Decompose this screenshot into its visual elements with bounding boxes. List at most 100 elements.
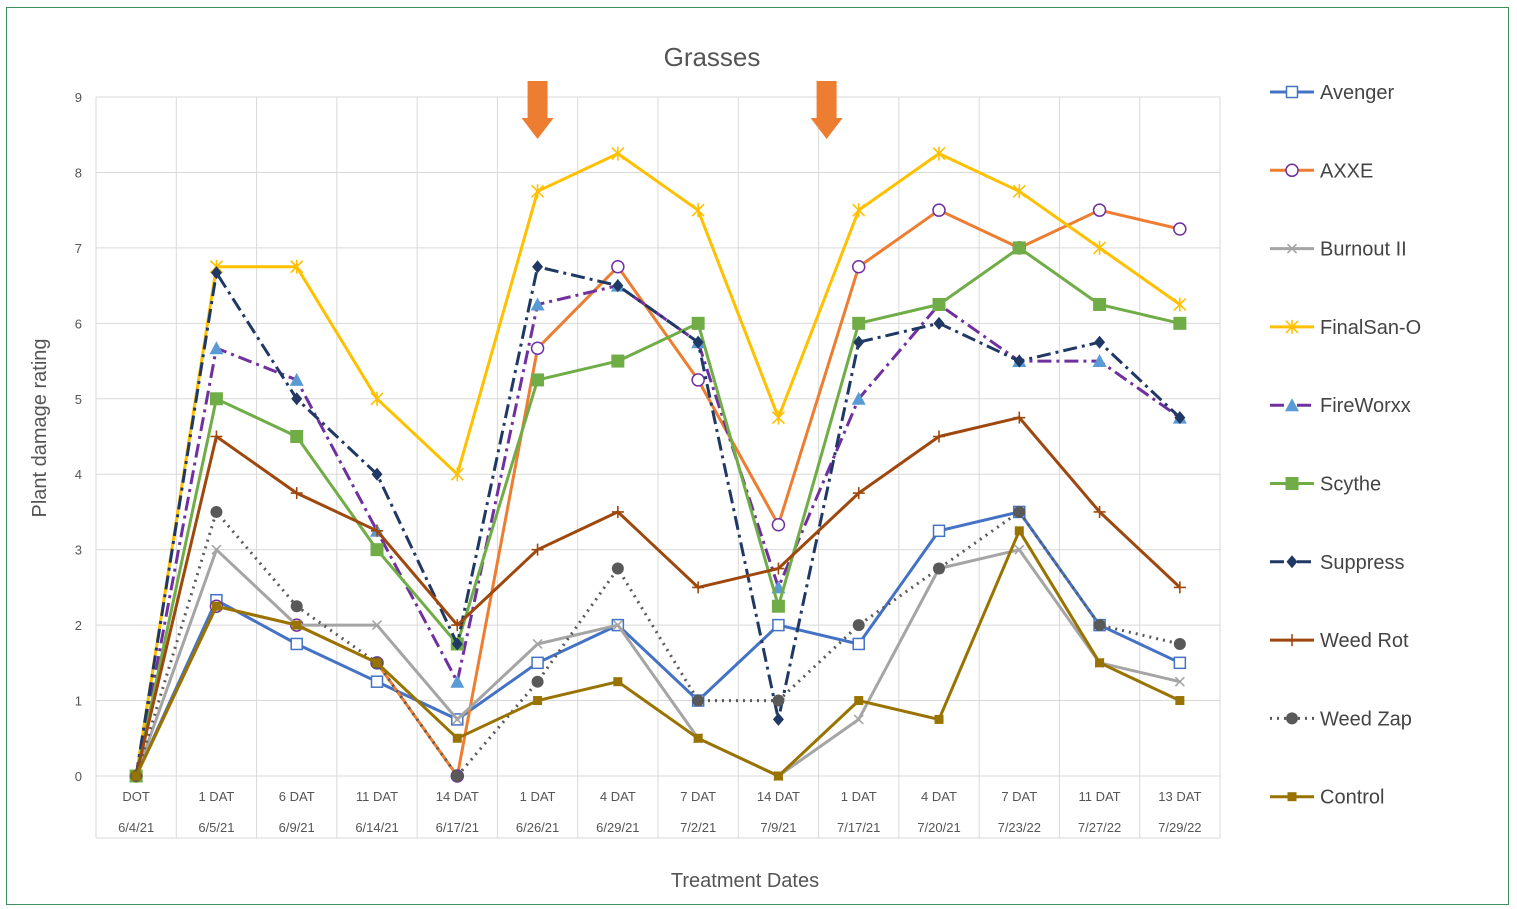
- data-point-weed-rot: [1093, 505, 1106, 518]
- series-line-weed-rot: [134, 416, 1181, 777]
- series-finalsan-o: [129, 146, 1187, 783]
- data-point-suppress: [853, 335, 865, 349]
- data-point-finalsan-o-stroke: [1173, 297, 1187, 312]
- data-point-weed-zap: [1013, 505, 1026, 518]
- data-point-control: [1175, 696, 1185, 706]
- data-point-suppress: [1094, 335, 1106, 349]
- legend-label-scythe: Scythe: [1320, 474, 1381, 496]
- series-line-scythe: [134, 246, 1181, 777]
- data-point-control: [773, 771, 783, 781]
- legend-marker-burnout-ii-stroke: [1286, 243, 1298, 254]
- legend-item-suppress: Suppress: [1270, 552, 1405, 574]
- data-point-fireworxx: [530, 297, 545, 311]
- data-point-finalsan-o: [1012, 184, 1026, 199]
- data-point-scythe: [611, 354, 625, 368]
- series-line-suppress: [134, 265, 1181, 777]
- legend-marker-control: [1287, 792, 1297, 802]
- x-tick-label-bottom: 7/23/22: [998, 820, 1041, 835]
- legend-marker-weed-zap: [1286, 712, 1298, 725]
- legend-item-weed-rot: Weed Rot: [1270, 630, 1409, 652]
- legend-item-burnout-ii: Burnout II: [1270, 239, 1407, 261]
- data-point-finalsan-o: [771, 410, 785, 425]
- data-point-suppress: [451, 637, 463, 651]
- data-point-fireworxx: [851, 391, 866, 405]
- data-point-weed-zap: [290, 600, 303, 613]
- y-tick-label: 7: [75, 241, 82, 256]
- legend-item-control: Control: [1270, 787, 1384, 809]
- data-point-weed-rot: [531, 543, 544, 556]
- x-tick-label-bottom: 6/29/21: [596, 820, 639, 835]
- data-point-scythe: [932, 297, 946, 311]
- x-tick-label-bottom: 7/27/22: [1078, 820, 1121, 835]
- data-point-finalsan-o-stroke: [771, 410, 785, 425]
- data-point-finalsan-o: [932, 146, 946, 161]
- treatment-arrow-1: [521, 81, 554, 139]
- x-tick-label-top: DOT: [122, 789, 150, 804]
- data-point-scythe: [1173, 316, 1187, 330]
- data-point-finalsan-o: [1093, 240, 1107, 255]
- series-control: [131, 526, 1185, 781]
- data-point-scythe: [691, 316, 705, 330]
- data-point-weed-zap: [1093, 619, 1106, 632]
- data-point-control: [693, 733, 703, 743]
- data-point-finalsan-o-stroke: [611, 146, 625, 161]
- y-axis-title: Plant damage rating: [29, 338, 51, 517]
- data-point-scythe: [209, 392, 223, 406]
- chart-title: Grasses: [664, 42, 761, 72]
- data-point-finalsan-o-stroke: [932, 146, 946, 161]
- data-point-weed-zap: [210, 505, 223, 518]
- data-point-finalsan-o-stroke: [1093, 240, 1107, 255]
- data-point-finalsan-o-stroke: [370, 391, 384, 406]
- x-tick-label-top: 1 DAT: [520, 789, 556, 804]
- data-point-suppress: [692, 335, 704, 349]
- series-avenger: [129, 505, 1187, 783]
- legend-marker-weed-rot: [1286, 634, 1298, 647]
- treatment-arrow-2: [810, 81, 843, 139]
- data-point-axxe: [771, 518, 786, 532]
- legend-label-burnout-ii: Burnout II: [1320, 239, 1407, 261]
- data-point-burnout-ii-stroke: [853, 714, 864, 725]
- series-line-avenger: [134, 510, 1181, 777]
- data-point-weed-zap: [933, 562, 945, 575]
- legend-item-scythe: Scythe: [1270, 474, 1381, 496]
- legend-item-finalsan-o: FinalSan-O: [1270, 317, 1421, 339]
- data-point-burnout-ii-stroke: [1174, 676, 1185, 687]
- x-tick-label-top: 14 DAT: [436, 789, 479, 804]
- data-point-weed-rot-stroke: [772, 562, 785, 575]
- legend: Avenger AXXE Burnout II FinalSan-O FireWorxx…: [1270, 82, 1421, 809]
- legend-label-finalsan-o: FinalSan-O: [1320, 317, 1421, 339]
- data-point-weed-rot-stroke: [611, 505, 624, 518]
- data-point-avenger: [772, 618, 785, 632]
- data-point-weed-rot: [1013, 411, 1026, 424]
- data-point-suppress: [1013, 354, 1025, 368]
- legend-label-weed-zap: Weed Zap: [1320, 708, 1412, 730]
- legend-label-control: Control: [1320, 787, 1384, 809]
- data-point-weed-zap: [611, 562, 624, 575]
- data-point-fireworxx: [289, 372, 304, 386]
- legend-marker-axxe: [1285, 163, 1299, 178]
- legend-marker-burnout-ii: [1286, 243, 1298, 254]
- data-point-avenger: [290, 637, 303, 651]
- x-tick-label-top: 11 DAT: [1078, 789, 1120, 804]
- series-line-control: [134, 529, 1181, 778]
- data-point-finalsan-o-stroke: [290, 259, 304, 274]
- data-point-weed-rot-stroke: [531, 543, 544, 556]
- legend-item-avenger: Avenger: [1270, 82, 1394, 104]
- data-point-weed-rot-stroke: [210, 430, 223, 443]
- data-point-burnout-ii-stroke: [211, 544, 222, 555]
- data-point-weed-rot: [290, 487, 303, 500]
- data-point-scythe: [1012, 241, 1026, 255]
- data-point-burnout-ii-stroke: [1014, 544, 1025, 555]
- data-point-weed-rot: [451, 619, 464, 632]
- data-point-control: [292, 620, 302, 630]
- data-point-burnout-ii: [452, 714, 463, 725]
- data-point-control: [372, 658, 382, 668]
- data-point-fireworxx: [209, 341, 224, 355]
- data-point-weed-rot: [1173, 581, 1186, 594]
- data-point-control: [1014, 526, 1024, 536]
- x-tick-label-bottom: 6/5/21: [198, 820, 234, 835]
- data-point-finalsan-o-stroke: [1012, 184, 1026, 199]
- data-point-scythe: [852, 316, 866, 330]
- data-point-suppress: [532, 260, 544, 274]
